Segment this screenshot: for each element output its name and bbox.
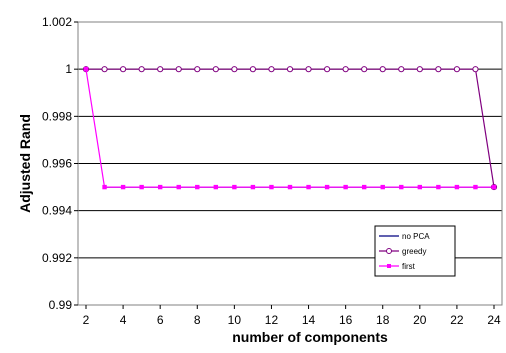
data-point [250, 184, 256, 190]
x-tick-label: 4 [120, 313, 127, 327]
legend-marker [386, 248, 392, 254]
data-point [157, 184, 163, 190]
y-tick-label: 1 [65, 62, 72, 76]
legend-label: no PCA [402, 232, 430, 241]
data-point [194, 66, 201, 73]
data-point [231, 66, 238, 73]
data-point [120, 184, 126, 190]
legend-label: greedy [402, 247, 426, 256]
data-point [175, 66, 182, 73]
y-tick-label: 0.998 [42, 109, 72, 123]
data-point [491, 184, 497, 190]
data-point [454, 184, 460, 190]
legend-label: first [402, 262, 416, 271]
data-point [453, 66, 461, 73]
x-tick-label: 12 [265, 313, 279, 327]
y-tick-label: 1.002 [42, 15, 72, 29]
legend-items: no PCA greedy first [379, 232, 430, 271]
data-point [157, 66, 164, 73]
x-tick-label: 24 [487, 313, 501, 327]
data-point [249, 66, 257, 73]
data-point [361, 184, 367, 190]
data-point [399, 184, 404, 190]
x-tick-label: 18 [376, 313, 390, 327]
data-point [195, 184, 200, 190]
series-lines [82, 66, 498, 191]
y-axis-title: Adjusted Rand [17, 114, 33, 213]
y-tick-label: 0.994 [42, 204, 72, 218]
data-point [176, 184, 181, 190]
x-axis-title: number of components [232, 329, 388, 345]
data-point [342, 66, 349, 73]
data-point [268, 66, 275, 73]
data-point [435, 66, 442, 73]
data-point [416, 66, 423, 73]
x-tick-label: 20 [413, 313, 427, 327]
data-point [380, 184, 385, 190]
data-point [343, 184, 348, 190]
data-point [139, 184, 144, 190]
data-point [323, 66, 331, 73]
x-tick-label: 10 [228, 313, 242, 327]
data-point [232, 184, 237, 190]
data-point [286, 66, 294, 73]
x-tick-label: 2 [83, 313, 90, 327]
data-point [305, 66, 312, 73]
data-point [436, 184, 441, 190]
data-point [102, 184, 107, 190]
x-tick-label: 8 [194, 313, 201, 327]
legend: no PCA greedy first [374, 225, 456, 277]
y-tick-label: 0.996 [42, 157, 72, 171]
y-tick-label: 0.99 [49, 298, 73, 312]
data-point [417, 184, 423, 190]
x-tick-label: 22 [450, 313, 464, 327]
data-point [287, 184, 293, 190]
data-point [213, 184, 219, 190]
legend-marker [387, 264, 391, 268]
data-point [119, 66, 127, 73]
data-point [361, 66, 368, 73]
x-tick-label: 6 [157, 313, 164, 327]
y-tick-label: 0.992 [42, 251, 72, 265]
x-tick-label: 16 [339, 313, 353, 327]
data-point [138, 66, 145, 73]
data-point [212, 66, 219, 73]
data-point [101, 66, 108, 73]
data-point [398, 66, 405, 73]
data-point [472, 66, 479, 73]
data-point [473, 184, 478, 190]
data-point [324, 184, 330, 190]
data-point [269, 184, 274, 190]
data-point [83, 66, 89, 72]
data-point [379, 66, 386, 73]
data-point [306, 184, 311, 190]
x-tick-label: 14 [302, 313, 316, 327]
